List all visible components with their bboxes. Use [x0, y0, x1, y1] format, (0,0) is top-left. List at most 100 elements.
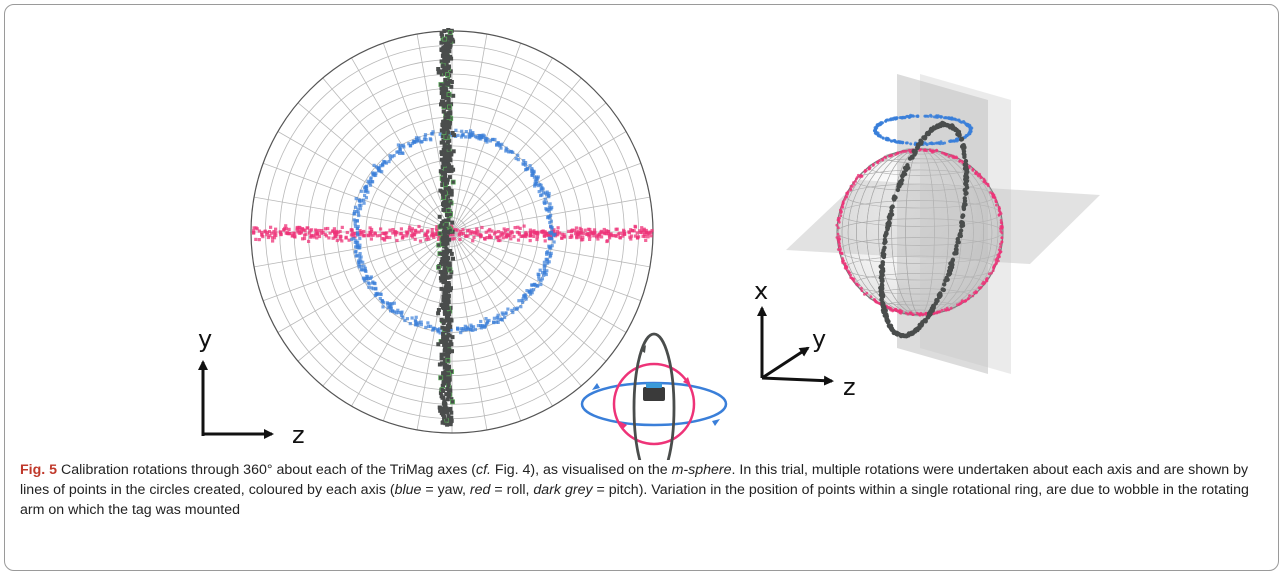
- pitch-point: [446, 388, 451, 393]
- pitch-point-3d: [931, 303, 936, 309]
- roll-point: [643, 230, 647, 234]
- pitch-point-3d: [894, 331, 899, 337]
- roll-point: [502, 227, 506, 231]
- roll-point-3d: [906, 312, 910, 316]
- roll-point: [265, 231, 269, 235]
- yaw-point: [547, 191, 551, 196]
- roll-point: [351, 234, 355, 239]
- roll-point: [284, 231, 288, 235]
- pitch-point: [446, 414, 451, 419]
- pitch-point-3d: [946, 272, 951, 277]
- roll-point: [417, 230, 421, 234]
- pitch-point: [442, 142, 447, 147]
- yaw-point: [371, 172, 375, 176]
- roll-point-3d: [986, 184, 990, 188]
- pitch-point: [436, 70, 441, 75]
- pitch-point: [445, 337, 449, 341]
- roll-point: [641, 234, 645, 238]
- yaw-point-3d: [876, 132, 880, 136]
- yaw-point: [381, 305, 385, 309]
- pitch-point: [448, 339, 453, 344]
- yaw-point: [532, 175, 536, 179]
- roll-point: [644, 228, 648, 233]
- yaw-point: [390, 155, 394, 159]
- yaw-point-3d: [949, 139, 953, 143]
- yaw-point-3d: [952, 139, 956, 143]
- pitch-point: [442, 208, 447, 212]
- yaw-point-3d: [958, 120, 962, 123]
- roll-point: [388, 228, 392, 232]
- roll-point: [369, 237, 373, 241]
- pitch-point: [444, 327, 449, 332]
- pitch-point: [443, 86, 448, 91]
- yaw-point: [548, 230, 552, 234]
- roll-point-3d: [864, 169, 868, 173]
- pitch-point: [446, 376, 451, 381]
- yaw-point: [352, 237, 356, 241]
- roll-point: [488, 233, 492, 237]
- roll-point: [582, 231, 586, 236]
- roll-ring: [612, 362, 696, 446]
- roll-point: [335, 238, 339, 243]
- yaw-point: [514, 156, 518, 161]
- roll-point: [373, 232, 377, 236]
- roll-point: [265, 233, 269, 237]
- pitch-point: [442, 55, 447, 60]
- pitch-point: [445, 357, 451, 363]
- yaw-point: [353, 205, 358, 209]
- pitch-point: [446, 218, 451, 223]
- yaw-point: [530, 173, 534, 177]
- roll-point-3d: [845, 195, 849, 199]
- roll-point-3d: [1000, 240, 1004, 244]
- pitch-point-3d: [956, 240, 961, 245]
- roll-point: [488, 236, 492, 240]
- pitch-point: [447, 288, 452, 293]
- roll-point: [578, 235, 582, 239]
- yaw-point-3d: [878, 134, 882, 138]
- pitch-point-3d: [961, 147, 966, 152]
- pitch-point: [440, 87, 445, 92]
- pitch-point: [446, 317, 451, 322]
- pitch-point: [440, 325, 445, 330]
- roll-point-3d: [841, 202, 845, 206]
- yaw-point: [480, 324, 485, 328]
- yaw-point: [353, 250, 357, 254]
- yaw-point-3d: [929, 114, 933, 118]
- pitch-point-3d: [937, 123, 942, 129]
- yaw-point: [371, 280, 375, 284]
- roll-point-3d: [911, 313, 915, 316]
- figure-caption: Fig. 5 Calibration rotations through 360…: [20, 460, 1270, 520]
- roll-point-3d: [949, 154, 953, 158]
- roll-point: [588, 237, 592, 241]
- yaw-point: [356, 259, 361, 263]
- pitch-point: [446, 293, 451, 298]
- roll-point: [580, 230, 584, 234]
- roll-point-3d: [839, 251, 842, 255]
- pitch-point-3d: [960, 220, 965, 226]
- yaw-point: [463, 328, 467, 332]
- roll-point: [388, 235, 392, 240]
- pitch-point: [438, 406, 443, 411]
- yaw-point: [357, 213, 361, 218]
- roll-point: [635, 231, 639, 235]
- yaw-point: [356, 224, 360, 229]
- meridian-line: [451, 162, 642, 233]
- pitch-point: [450, 349, 454, 354]
- roll-point: [556, 229, 560, 234]
- roll-point: [598, 232, 602, 236]
- yaw-point: [419, 323, 423, 327]
- yaw-point: [424, 325, 428, 329]
- roll-point: [508, 233, 512, 237]
- yaw-point: [414, 315, 418, 319]
- y-axis-arrow-3d: [761, 346, 810, 380]
- yaw-point-3d: [878, 123, 882, 127]
- roll-point-3d: [860, 286, 863, 290]
- pitch-point: [442, 309, 447, 314]
- pitch-point-3d: [913, 149, 918, 154]
- roll-point: [576, 233, 580, 237]
- pitch-point-3d: [925, 315, 931, 320]
- yaw-point-3d: [934, 115, 938, 119]
- pitch-point: [441, 95, 445, 99]
- pitch-point-3d: [963, 191, 968, 196]
- roll-point-3d: [932, 312, 936, 315]
